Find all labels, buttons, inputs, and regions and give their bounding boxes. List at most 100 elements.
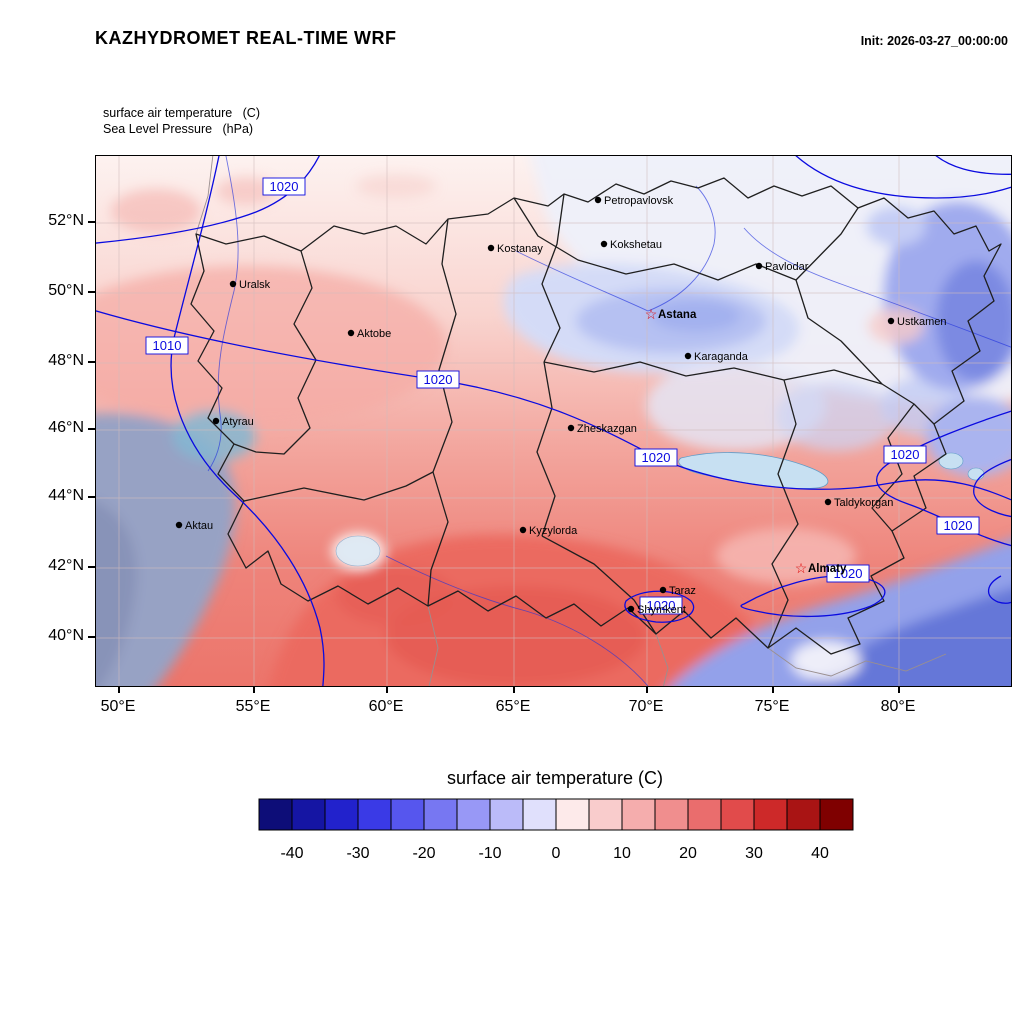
- svg-text:1020: 1020: [647, 598, 676, 613]
- colorbar-title: surface air temperature (C): [446, 768, 664, 788]
- svg-text:Aktau: Aktau: [185, 520, 213, 532]
- city-marker: Zheskazgan: [567, 423, 637, 435]
- svg-text:Petropavlovsk: Petropavlovsk: [604, 195, 674, 207]
- oblast-borders-layer: [190, 177, 1002, 655]
- svg-text:Zheskazgan: Zheskazgan: [577, 423, 637, 435]
- city-marker: Pavlodar: [755, 261, 809, 273]
- axis-tick: [88, 566, 95, 568]
- temperature-shading-layer: [96, 156, 1011, 686]
- axis-tick: [898, 686, 900, 693]
- city-marker: Uralsk: [229, 279, 271, 291]
- pressure-contour-label: 1020: [936, 516, 980, 535]
- city-marker: Atyrau: [212, 416, 254, 428]
- axis-tick: [646, 686, 648, 693]
- field-label-pressure: Sea Level Pressure (hPa): [103, 122, 254, 136]
- svg-text:Kokshetau: Kokshetau: [610, 239, 662, 251]
- lat-tick-label: 46°N: [48, 419, 84, 436]
- svg-text:1020: 1020: [891, 447, 920, 462]
- colorbar-tick-label: -40: [280, 845, 304, 862]
- svg-text:Karaganda: Karaganda: [694, 351, 749, 363]
- lon-tick-label: 50°E: [100, 698, 136, 715]
- city-marker: Kostanay: [487, 243, 543, 255]
- plot-title: KAZHYDROMET REAL-TIME WRF: [95, 28, 397, 48]
- outer-borders-layer: [195, 156, 947, 686]
- svg-text:Aktobe: Aktobe: [357, 328, 391, 340]
- colorbar-cell: [819, 798, 854, 831]
- svg-text:Kostanay: Kostanay: [497, 243, 543, 255]
- city-marker: Taldykorgan: [824, 497, 893, 509]
- colorbar-tick-label: -10: [478, 845, 502, 862]
- colorbar-tick-label: 10: [613, 845, 631, 862]
- colorbar-cell: [522, 798, 557, 831]
- svg-text:Uralsk: Uralsk: [239, 279, 271, 291]
- rivers-layer: [207, 156, 1011, 686]
- init-timestamp: Init: 2026-03-27_00:00:00: [860, 34, 1008, 48]
- svg-text:1020: 1020: [642, 450, 671, 465]
- lon-tick-label: 60°E: [368, 698, 404, 715]
- map-svg: 1020 1010 1020 1020: [96, 156, 1011, 686]
- graticule: [96, 156, 1011, 686]
- pressure-contour-label: 1020: [883, 445, 927, 464]
- colorbar-cell: [423, 798, 458, 831]
- colorbar-cell: [291, 798, 326, 831]
- capital-marker: ☆ Almaty: [795, 560, 847, 576]
- colorbar-cell: [588, 798, 623, 831]
- lat-tick-label: 42°N: [48, 557, 84, 574]
- colorbar-cell: [654, 798, 689, 831]
- city-marker: Shymkent: [627, 604, 686, 616]
- svg-text:Shymkent: Shymkent: [637, 604, 686, 616]
- lon-tick-label: 55°E: [235, 698, 271, 715]
- city-marker: Karaganda: [684, 351, 749, 363]
- lakes-layer: [335, 452, 985, 567]
- lon-tick-label: 75°E: [754, 698, 790, 715]
- pressure-contour-label: 1020: [634, 448, 678, 467]
- pressure-contour-label: 1020: [416, 370, 460, 389]
- lat-tick-label: 52°N: [48, 212, 84, 229]
- colorbar-cell: [357, 798, 392, 831]
- colorbar-cell: [324, 798, 359, 831]
- city-marker: Taraz: [659, 585, 696, 597]
- svg-text:1010: 1010: [153, 338, 182, 353]
- colorbar-tick-label: 0: [551, 845, 561, 862]
- svg-text:1020: 1020: [424, 372, 453, 387]
- city-marker: Kokshetau: [600, 239, 662, 251]
- axis-tick: [88, 361, 95, 363]
- capital-star-icon: ☆: [645, 306, 658, 322]
- colorbar-tick-label: 40: [811, 845, 829, 862]
- cities-layer: Petropavlovsk Kostanay Kokshetau Pavloda…: [175, 195, 947, 616]
- svg-text:1020: 1020: [834, 566, 863, 581]
- colorbar-cell: [258, 798, 293, 831]
- axis-tick: [386, 686, 388, 693]
- svg-text:Astana: Astana: [658, 309, 697, 321]
- city-marker: Aktobe: [347, 328, 391, 340]
- field-label-temperature: surface air temperature (C): [103, 106, 260, 120]
- svg-text:Taldykorgan: Taldykorgan: [834, 497, 893, 509]
- pressure-contours-layer: [96, 156, 1011, 686]
- colorbar-tick-label: -20: [412, 845, 436, 862]
- lon-tick-label: 70°E: [628, 698, 664, 715]
- city-marker: Aktau: [175, 520, 213, 532]
- colorbar-cell: [753, 798, 788, 831]
- capital-marker: ☆ Astana: [645, 306, 697, 322]
- svg-text:Atyrau: Atyrau: [222, 416, 254, 428]
- city-marker: Kyzylorda: [519, 525, 578, 537]
- axis-tick: [88, 636, 95, 638]
- colorbar-cell: [687, 798, 722, 831]
- colorbar-tick-label: -30: [346, 845, 370, 862]
- colorbar-cell: [456, 798, 491, 831]
- svg-text:1020: 1020: [270, 179, 299, 194]
- svg-text:1020: 1020: [944, 518, 973, 533]
- city-marker: Petropavlovsk: [594, 195, 674, 207]
- lat-tick-label: 44°N: [48, 487, 84, 504]
- colorbar-cell: [621, 798, 656, 831]
- axis-tick: [513, 686, 515, 693]
- svg-text:Kyzylorda: Kyzylorda: [529, 525, 578, 537]
- lon-tick-label: 80°E: [880, 698, 916, 715]
- colorbar-tick-label: 30: [745, 845, 763, 862]
- axis-tick: [88, 221, 95, 223]
- pressure-contour-label: 1020: [262, 177, 306, 196]
- pressure-contour-label: 1020: [639, 596, 683, 615]
- axis-tick: [253, 686, 255, 693]
- lat-tick-label: 50°N: [48, 282, 84, 299]
